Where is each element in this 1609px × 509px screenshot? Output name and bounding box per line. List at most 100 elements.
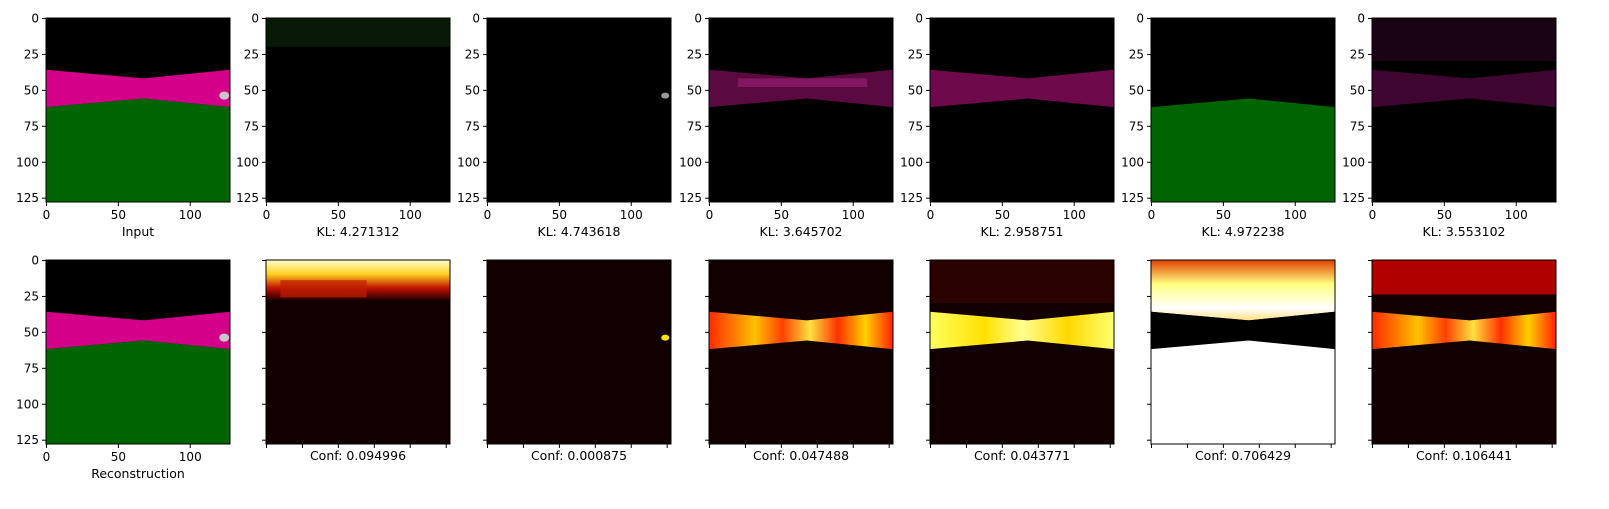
y-tick-label: 25 bbox=[24, 289, 39, 303]
panel-frame bbox=[45, 259, 231, 445]
panel-caption: Conf: 0.106441 bbox=[1416, 448, 1512, 463]
y-tick-label: 0 bbox=[1136, 12, 1144, 26]
x-tick-label: 50 bbox=[1437, 208, 1452, 222]
panel-background bbox=[709, 18, 893, 202]
panel-1-5: Conf: 0.706429 bbox=[1147, 259, 1336, 463]
y-tick-label: 25 bbox=[24, 47, 39, 61]
y-tick-label: 100 bbox=[1121, 155, 1144, 169]
x-tick-label: 0 bbox=[706, 208, 714, 222]
sky-reconstruction bbox=[1372, 18, 1556, 62]
y-tick-label: 75 bbox=[687, 119, 702, 133]
y-tick-label: 75 bbox=[24, 361, 39, 375]
x-tick-label: 100 bbox=[179, 450, 202, 464]
y-tick-label: 25 bbox=[687, 47, 702, 61]
panel-1-6: Conf: 0.106441 bbox=[1368, 259, 1557, 463]
panel-1-2: Conf: 0.000875 bbox=[483, 259, 672, 463]
ground-region bbox=[46, 98, 230, 202]
heatmap-background bbox=[709, 260, 893, 444]
x-tick-label: 0 bbox=[43, 450, 51, 464]
panel-caption: KL: 3.645702 bbox=[760, 224, 843, 239]
y-tick-label: 0 bbox=[251, 12, 259, 26]
x-tick-label: 100 bbox=[842, 208, 865, 222]
road-region bbox=[46, 69, 230, 108]
panel-0-4: 0 25 50 75 100 125 0 50 100 KL: 2.958751 bbox=[900, 12, 1115, 239]
panel-frame bbox=[45, 17, 231, 203]
x-tick-label: 0 bbox=[43, 208, 51, 222]
y-tick-label: 25 bbox=[908, 47, 923, 61]
panel-frame bbox=[265, 259, 451, 445]
object-blob bbox=[219, 333, 230, 342]
panel-caption: KL: 4.972238 bbox=[1202, 224, 1285, 239]
panel-frame bbox=[486, 17, 672, 203]
x-tick-label: 50 bbox=[1216, 208, 1231, 222]
y-tick-label: 75 bbox=[908, 119, 923, 133]
road-highlight bbox=[737, 78, 868, 87]
y-tick-label: 25 bbox=[1350, 47, 1365, 61]
heatmap-high-region bbox=[661, 334, 670, 341]
panel-frame bbox=[708, 259, 894, 445]
panel-0-3: 0 25 50 75 100 125 0 50 100 KL: 3.645702 bbox=[679, 12, 894, 239]
panel-frame bbox=[1371, 259, 1557, 445]
x-tick-label: 100 bbox=[1063, 208, 1086, 222]
y-tick-label: 50 bbox=[465, 83, 480, 97]
y-tick-label: 0 bbox=[31, 254, 39, 268]
y-tick-label: 25 bbox=[244, 47, 259, 61]
y-tick-label: 0 bbox=[472, 12, 480, 26]
panel-frame bbox=[265, 17, 451, 203]
panel-0-5: 0 25 50 75 100 125 0 50 100 KL: 4.972238 bbox=[1121, 12, 1336, 239]
panel-background bbox=[930, 18, 1114, 202]
panel-frame bbox=[1150, 17, 1336, 203]
panel-background bbox=[487, 18, 671, 202]
y-tick-label: 50 bbox=[24, 83, 39, 97]
panel-caption: Reconstruction bbox=[91, 466, 185, 481]
sky-reconstruction bbox=[266, 18, 450, 47]
heatmap-band bbox=[1372, 311, 1556, 350]
x-tick-label: 50 bbox=[995, 208, 1010, 222]
y-tick-label: 75 bbox=[1129, 119, 1144, 133]
x-tick-label: 100 bbox=[1505, 208, 1528, 222]
panel-0-2: 0 25 50 75 100 125 0 50 100 KL: 4.743618 bbox=[457, 12, 672, 239]
y-tick-label: 75 bbox=[24, 119, 39, 133]
heatmap-mid-region bbox=[280, 280, 367, 298]
panel-frame bbox=[929, 259, 1115, 445]
y-tick-label: 50 bbox=[1129, 83, 1144, 97]
y-tick-label: 25 bbox=[465, 47, 480, 61]
heatmap-band bbox=[930, 311, 1114, 350]
y-tick-label: 100 bbox=[457, 155, 480, 169]
y-tick-label: 75 bbox=[465, 119, 480, 133]
y-tick-label: 50 bbox=[687, 83, 702, 97]
panel-caption: KL: 4.271312 bbox=[317, 224, 400, 239]
y-tick-label: 0 bbox=[31, 12, 39, 26]
heatmap-background bbox=[487, 260, 671, 444]
heatmap-sky-region bbox=[1372, 260, 1556, 295]
panel-caption: KL: 4.743618 bbox=[538, 224, 621, 239]
y-tick-label: 25 bbox=[1129, 47, 1144, 61]
heatmap-ground-region bbox=[1151, 340, 1335, 444]
x-tick-label: 100 bbox=[1284, 208, 1307, 222]
heatmap-sky-region bbox=[930, 260, 1114, 304]
x-tick-label: 50 bbox=[111, 450, 126, 464]
panel-0-6: 0 25 50 75 100 125 0 50 100 KL: 3.553102 bbox=[1342, 12, 1557, 239]
y-tick-label: 0 bbox=[694, 12, 702, 26]
y-tick-label: 50 bbox=[24, 325, 39, 339]
object-blob bbox=[219, 91, 230, 100]
heatmap-sky-region bbox=[1151, 260, 1335, 321]
panel-frame bbox=[708, 17, 894, 203]
panel-caption: KL: 2.958751 bbox=[981, 224, 1064, 239]
y-tick-label: 100 bbox=[16, 397, 39, 411]
panel-0-0: 0 25 50 75 100 125 0 50 100 Input bbox=[16, 12, 231, 239]
y-tick-label: 50 bbox=[908, 83, 923, 97]
x-tick-label: 100 bbox=[399, 208, 422, 222]
x-tick-label: 100 bbox=[179, 208, 202, 222]
panel-caption: Input bbox=[122, 224, 154, 239]
x-tick-label: 50 bbox=[111, 208, 126, 222]
y-tick-label: 75 bbox=[1350, 119, 1365, 133]
x-tick-label: 50 bbox=[552, 208, 567, 222]
y-tick-label: 100 bbox=[900, 155, 923, 169]
ground-region bbox=[1151, 98, 1335, 202]
x-tick-label: 0 bbox=[263, 208, 271, 222]
road-region bbox=[930, 69, 1114, 108]
x-tick-label: 0 bbox=[1148, 208, 1156, 222]
x-tick-label: 50 bbox=[774, 208, 789, 222]
